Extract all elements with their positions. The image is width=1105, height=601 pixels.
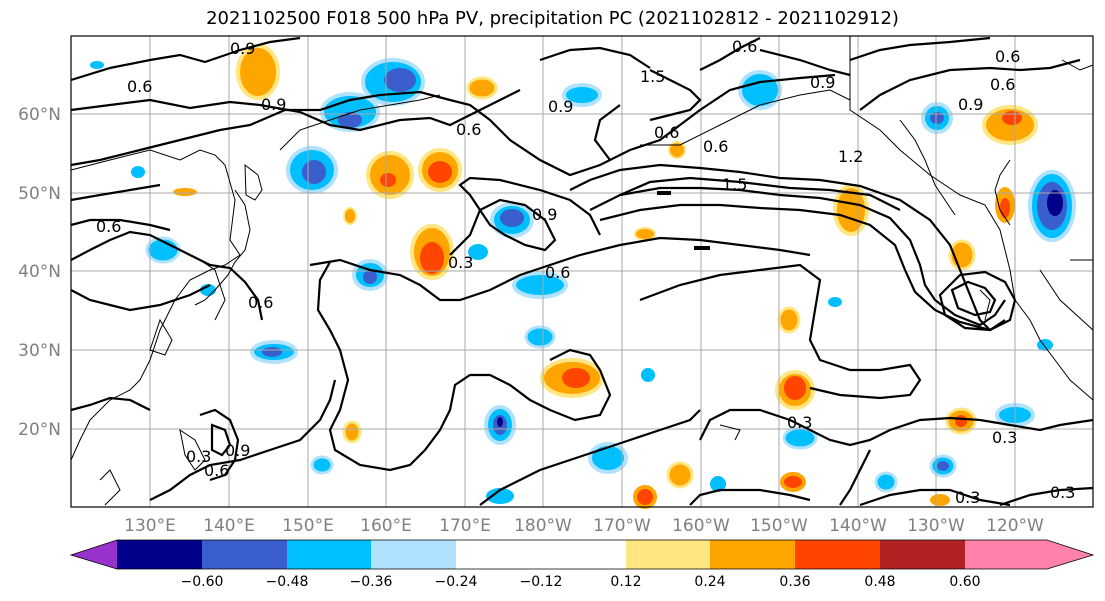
contour-label: 0.6 [995, 47, 1020, 66]
colorbar-swatch [371, 540, 456, 569]
lon-label: 130°E [124, 516, 176, 536]
lon-label: 170°W [593, 516, 651, 536]
colorbar-swatch [795, 540, 880, 569]
colorbar-outline [69, 539, 1095, 570]
colorbar-tick-label: −0.12 [520, 574, 563, 590]
contour-label: 0.6 [990, 75, 1015, 94]
colorbar-extend-min [71, 540, 117, 569]
contour-label: 0.9 [810, 73, 835, 92]
pv-contours [70, 36, 1094, 507]
contour-label: 0.6 [96, 217, 121, 236]
lon-label: 160°W [672, 516, 730, 536]
contour-label: 0.6 [204, 461, 229, 480]
map-title: 2021102500 F018 500 hPa PV, precipitatio… [206, 8, 899, 29]
colorbar-tick-label: 0.36 [779, 574, 810, 590]
precipitation-shading [90, 44, 1076, 509]
colorbar-tick-label: −0.36 [350, 574, 393, 590]
contour-label: 0.6 [545, 263, 570, 282]
lat-label: 60°N [18, 105, 61, 125]
colorbar-tick-label: 0.60 [949, 574, 980, 590]
contour-label: 0.9 [548, 97, 573, 116]
coastlines [70, 36, 1094, 506]
colorbar-swatch [710, 540, 795, 569]
lon-label: 170°E [439, 516, 491, 536]
contour-label: 0.9 [225, 441, 250, 460]
contour-label: 0.6 [703, 137, 728, 156]
contour-label: 0.6 [456, 120, 481, 139]
colorbar-ticks: −0.60 −0.48 −0.36 −0.24 −0.12 0.12 0.24 … [181, 574, 981, 590]
contour-label: 0.6 [127, 77, 152, 96]
colorbar-tick-label: −0.24 [435, 574, 478, 590]
lon-label: 120°W [986, 516, 1044, 536]
lon-label: 150°W [750, 516, 808, 536]
contour-label: 0.3 [1050, 483, 1075, 502]
colorbar-swatch [626, 540, 710, 569]
colorbar-tick-label: −0.48 [266, 574, 309, 590]
contour-label: 0.3 [992, 428, 1017, 447]
contour-label: 0.3 [787, 413, 812, 432]
colorbar: −0.60 −0.48 −0.36 −0.24 −0.12 0.12 0.24 … [69, 539, 1095, 590]
contour-label: 0.3 [955, 488, 980, 507]
colorbar-tick-label: −0.60 [181, 574, 224, 590]
contour-label-group: 0.9 0.6 0.9 0.6 0.6 0.6 0.9 1.5 0.6 0.9 … [96, 37, 1075, 507]
lon-label: 140°E [203, 516, 255, 536]
lon-label: 130°W [907, 516, 965, 536]
lon-label: 180°W [514, 516, 572, 536]
contour-label: 1.5 [640, 67, 665, 86]
colorbar-swatch [117, 540, 202, 569]
colorbar-extend-max [965, 540, 1093, 569]
lon-label: 140°W [829, 516, 887, 536]
contour-label: 0.9 [230, 39, 255, 58]
lat-label: 30°N [18, 341, 61, 361]
longitude-labels: 130°E 140°E 150°E 160°E 170°E 180°W 170°… [124, 516, 1044, 536]
contour-label: 0.6 [654, 123, 679, 142]
lat-label: 20°N [18, 420, 61, 440]
colorbar-tick-label: 0.24 [694, 574, 725, 590]
colorbar-swatch [880, 540, 965, 569]
colorbar-swatch [287, 540, 371, 569]
contour-label: 1.2 [838, 147, 863, 166]
plot-frame [70, 35, 1094, 508]
contour-dashes [657, 191, 710, 250]
contour-label: 0.6 [248, 293, 273, 312]
colorbar-swatch [456, 540, 541, 569]
lat-label: 40°N [18, 262, 61, 282]
contour-label: 0.9 [532, 205, 557, 224]
colorbar-swatch [541, 540, 626, 569]
contour-label: 0.9 [261, 95, 286, 114]
colorbar-tick-label: 0.12 [610, 574, 641, 590]
colorbar-swatch [202, 540, 287, 569]
lat-label: 50°N [18, 184, 61, 204]
contour-label: 0.3 [186, 447, 211, 466]
lon-label: 160°E [360, 516, 412, 536]
lon-label: 150°E [282, 516, 334, 536]
contour-label: 1.5 [722, 175, 747, 194]
latitude-labels: 60°N 50°N 40°N 30°N 20°N [18, 105, 61, 440]
contour-label: 0.6 [732, 37, 757, 56]
contour-label: 0.9 [958, 95, 983, 114]
contour-label: 0.3 [448, 253, 473, 272]
colorbar-tick-label: 0.48 [864, 574, 895, 590]
